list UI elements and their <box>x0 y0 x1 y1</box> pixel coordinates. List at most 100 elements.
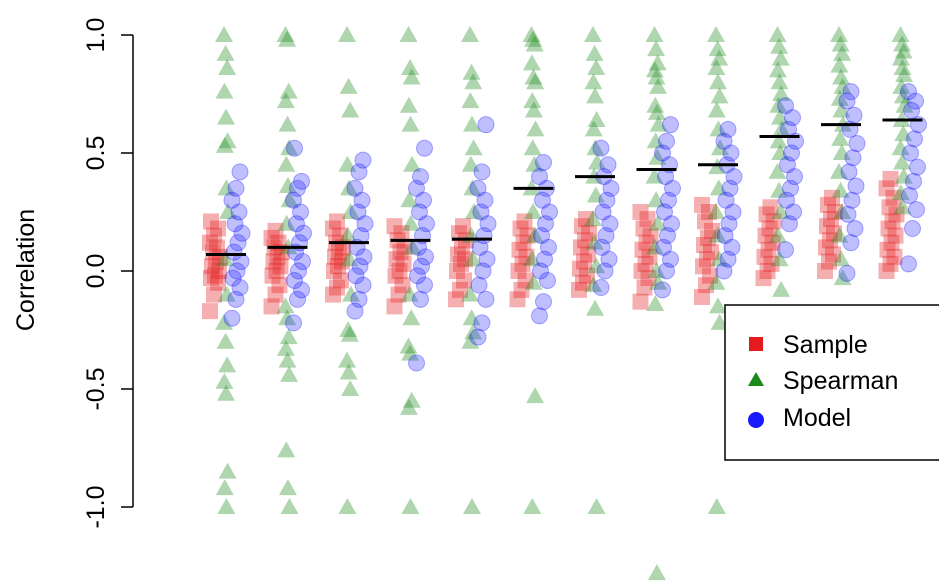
legend-marker-sample <box>749 337 763 351</box>
spearman-point <box>645 26 664 42</box>
model-point <box>534 191 551 209</box>
model-point <box>230 203 248 221</box>
model-point <box>900 83 917 101</box>
spearman-point <box>768 26 787 42</box>
model-point <box>226 215 244 233</box>
spearman-point <box>280 191 299 208</box>
spearman-point <box>279 328 298 345</box>
model-point <box>224 269 242 287</box>
series-spearman <box>215 26 914 581</box>
model-point <box>531 168 548 186</box>
y-tick-label: 0.5 <box>82 136 110 171</box>
model-point <box>353 191 371 209</box>
spearman-point <box>215 26 233 42</box>
model-point <box>847 177 865 195</box>
spearman-point <box>586 299 604 316</box>
sample-point <box>571 281 587 298</box>
spearman-point <box>645 61 664 78</box>
sample-point <box>818 239 834 256</box>
model-point <box>598 191 616 209</box>
sample-point <box>334 253 350 270</box>
spearman-point <box>649 77 668 94</box>
spearman-point <box>215 372 234 389</box>
spearman-point <box>830 162 848 179</box>
sample-point <box>448 291 464 308</box>
model-point <box>778 191 795 209</box>
spearman-point <box>831 181 850 198</box>
model-point <box>416 139 433 157</box>
sample-point <box>210 274 226 291</box>
spearman-point <box>893 198 912 215</box>
sample-point <box>452 281 468 298</box>
sample-point <box>695 258 711 275</box>
spearman-point <box>895 66 914 83</box>
sample-point <box>884 213 901 230</box>
sample-point <box>636 279 653 296</box>
model-point <box>656 203 673 221</box>
spearman-point <box>585 233 604 250</box>
spearman-point <box>278 309 297 326</box>
model-point <box>848 135 866 153</box>
spearman-point <box>707 26 725 42</box>
sample-point <box>764 234 781 251</box>
sample-point <box>881 199 898 216</box>
model-point <box>601 215 619 233</box>
spearman-point <box>461 26 479 42</box>
sample-point <box>455 218 471 235</box>
sample-point <box>518 248 535 265</box>
spearman-point <box>649 115 668 132</box>
spearman-point <box>832 144 851 160</box>
sample-point <box>519 227 536 244</box>
sample-point <box>574 218 590 235</box>
spearman-point <box>709 297 727 314</box>
model-point <box>654 144 671 162</box>
spearman-point <box>464 323 483 340</box>
model-point <box>654 281 671 299</box>
spearman-point <box>772 85 791 101</box>
sample-point <box>388 251 405 268</box>
spearman-point <box>646 132 665 149</box>
spearman-point <box>524 101 543 118</box>
model-point <box>839 205 857 223</box>
legend-label-model: Model <box>783 404 851 432</box>
spearman-point <box>711 139 729 156</box>
spearman-point <box>830 26 848 42</box>
spearman-point <box>832 68 850 85</box>
spearman-point <box>832 101 851 118</box>
y-tick-label: 1.0 <box>82 18 110 53</box>
model-point <box>469 328 487 346</box>
model-point <box>602 179 620 197</box>
spearman-point <box>831 129 850 146</box>
spearman-point <box>832 250 850 267</box>
model-point <box>905 172 922 190</box>
model-point <box>660 191 677 209</box>
spearman-point <box>709 120 728 137</box>
spearman-point <box>648 214 667 231</box>
plot-area <box>202 26 927 581</box>
model-point <box>535 293 552 311</box>
spearman-point <box>403 238 422 255</box>
sample-point <box>638 234 655 251</box>
sample-point <box>820 196 836 213</box>
sample-point <box>825 246 841 263</box>
sample-point <box>510 263 527 279</box>
sample-point <box>209 239 225 256</box>
spearman-point <box>587 498 606 514</box>
model-point <box>782 179 799 197</box>
model-point <box>354 276 372 294</box>
model-point <box>723 238 741 256</box>
model-point <box>784 109 801 127</box>
model-point <box>840 163 858 181</box>
y-axis-title: Correlation <box>12 209 40 331</box>
model-point <box>289 290 306 308</box>
model-point <box>592 279 610 297</box>
spearman-point <box>710 250 729 267</box>
sample-point <box>203 270 219 287</box>
model-point <box>292 203 309 221</box>
model-point <box>720 215 738 233</box>
legend-marker-spearman <box>748 372 764 386</box>
sample-point <box>267 222 284 239</box>
model-point <box>412 290 429 308</box>
spearman-point <box>218 132 237 149</box>
